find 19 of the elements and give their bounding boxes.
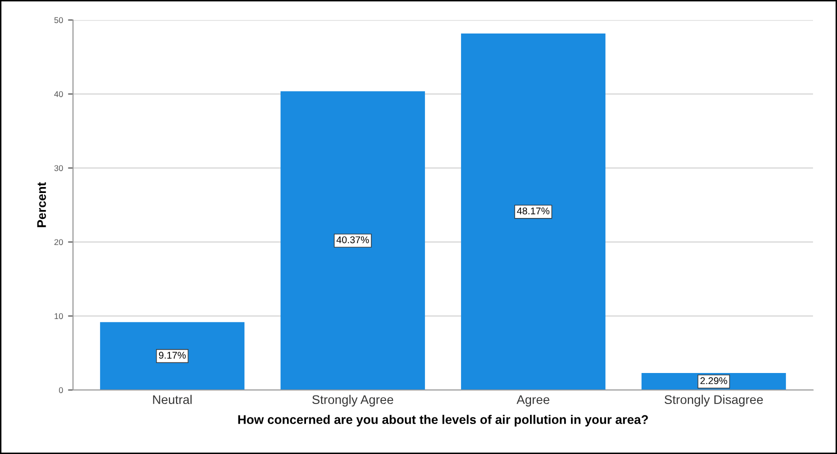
data-label: 40.37% [336, 236, 369, 244]
y-tick-label: 50 [54, 17, 63, 24]
x-tick-label: Agree [516, 395, 550, 407]
y-tick-label: 10 [54, 313, 63, 320]
y-tick-label: 40 [54, 91, 63, 98]
y-tick-label: 0 [58, 387, 63, 394]
data-label: 9.17% [158, 352, 186, 359]
y-tick-label: 20 [54, 239, 63, 246]
bar [280, 91, 425, 390]
bar [461, 34, 606, 390]
x-tick-label: Strongly Disagree [664, 394, 763, 407]
y-axis-title: Percent [37, 182, 46, 228]
data-label: 48.17% [516, 207, 550, 214]
data-label: 2.29% [700, 377, 728, 384]
bar [100, 322, 244, 390]
x-tick-label: Neutral [153, 394, 192, 404]
y-tick-label: 30 [54, 165, 63, 172]
x-axis-title: How concerned are you about the levels of air pollution in your area? [238, 414, 648, 426]
x-tick-label: Strongly Agree [312, 394, 394, 407]
